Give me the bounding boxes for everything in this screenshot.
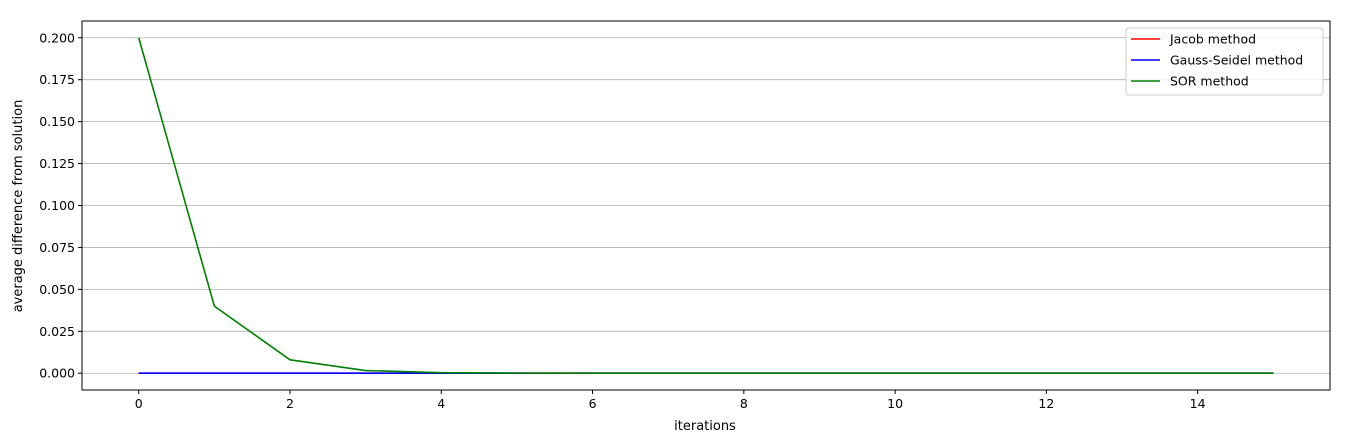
- y-tick-label: 0.075: [39, 240, 75, 255]
- x-tick-label: 8: [740, 396, 748, 411]
- x-tick-label: 4: [437, 396, 445, 411]
- x-tick-label: 0: [135, 396, 143, 411]
- y-axis-label: average difference from solution: [11, 100, 26, 313]
- legend: Jacob method Gauss-Seidel method SOR metho…: [1125, 27, 1324, 96]
- x-tick-label: 10: [887, 396, 903, 411]
- legend-label: Gauss-Seidel method: [1170, 53, 1303, 68]
- y-tick-label: 0.150: [39, 114, 75, 129]
- y-tick-label: 0.025: [39, 324, 75, 339]
- x-axis: 0 2 4 6 8 10 12 14: [135, 390, 1206, 411]
- y-axis: 0.000 0.025 0.050 0.075 0.100 0.125 0.150 0.175…: [39, 30, 82, 381]
- x-tick-label: 6: [589, 396, 597, 411]
- y-tick-label: 0.000: [39, 366, 75, 381]
- series-lines: [137, 37, 1274, 375]
- x-tick-label: 12: [1038, 396, 1054, 411]
- x-tick-label: 14: [1190, 396, 1206, 411]
- series-line-sor-method: [137, 37, 1274, 375]
- legend-box: [1125, 27, 1324, 96]
- x-axis-label: iterations: [674, 419, 736, 434]
- y-tick-label: 0.100: [39, 198, 75, 213]
- y-tick-label: 0.125: [39, 156, 75, 171]
- y-tick-label: 0.050: [39, 282, 75, 297]
- legend-label: Jacob method: [1169, 32, 1256, 47]
- x-tick-label: 2: [286, 396, 294, 411]
- y-tick-label: 0.200: [39, 30, 75, 45]
- y-tick-label: 0.175: [39, 72, 75, 87]
- legend-label: SOR method: [1170, 74, 1249, 89]
